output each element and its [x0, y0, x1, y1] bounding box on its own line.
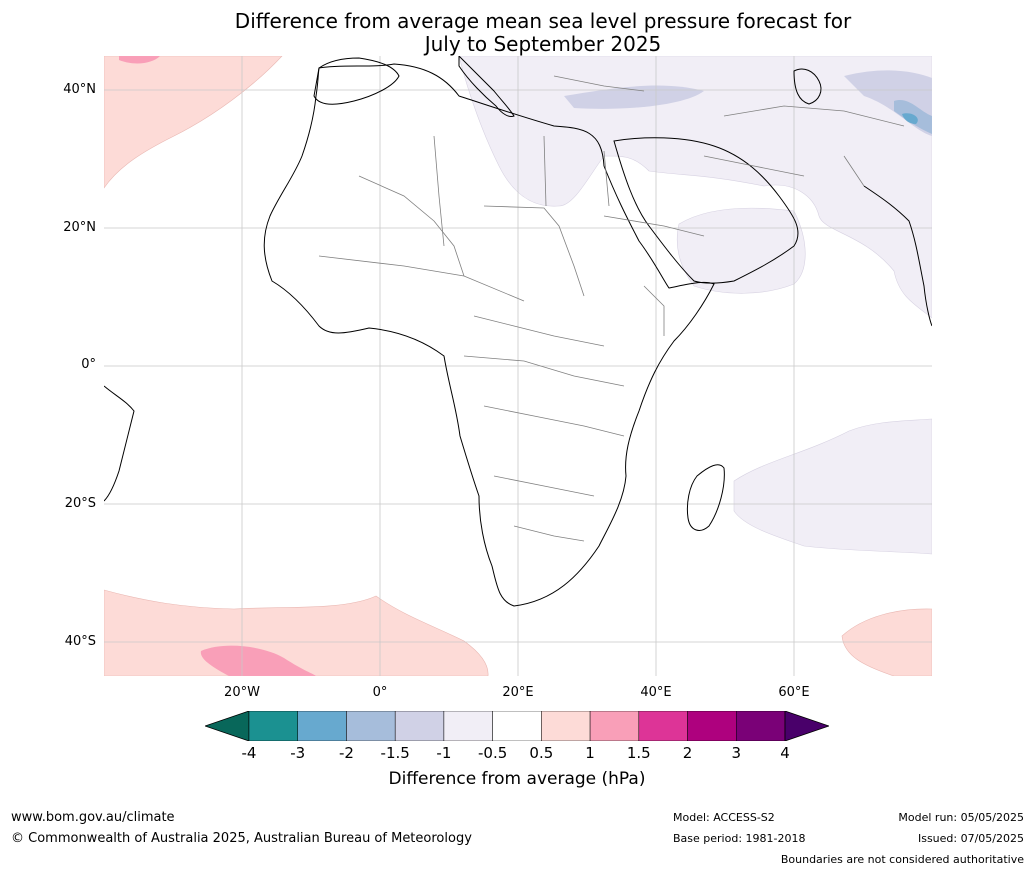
colorbar-extend-high	[784, 711, 829, 741]
landmasses	[104, 56, 932, 607]
colorbar-segment	[443, 711, 493, 741]
anomaly-south-indian-positive	[841, 608, 932, 676]
colorbar-segment	[248, 711, 298, 741]
colorbar-tick-label: -1.5	[380, 744, 410, 762]
colorbar-segment	[736, 711, 786, 741]
colorbar-segment	[687, 711, 737, 741]
lat-label-20n: 20°N	[63, 220, 96, 235]
italy-outline	[458, 56, 515, 117]
lon-label-40e: 40°E	[640, 685, 672, 700]
forecast-map	[104, 56, 932, 676]
anomaly-mediterranean-negative	[458, 56, 932, 319]
india-outline	[863, 185, 932, 327]
map-canvas	[104, 56, 932, 676]
colorbar-tick-label: 2	[682, 744, 693, 762]
lon-label-20w: 20°W	[224, 685, 260, 700]
iberia-outline	[313, 57, 400, 105]
footer-website: www.bom.gov.au/climate	[11, 810, 175, 825]
colorbar-segment	[541, 711, 591, 741]
colorbar-segments	[205, 711, 829, 741]
africa-outline	[263, 63, 715, 607]
lat-label-40s: 40°S	[64, 634, 96, 649]
anomaly-south-atlantic-positive	[104, 589, 489, 676]
footer-model-run: Model run: 05/05/2025	[898, 811, 1024, 824]
arabia-outline	[613, 137, 799, 284]
lon-label-20e: 20°E	[502, 685, 534, 700]
anomaly-arabia-negative	[676, 207, 806, 294]
colorbar-tick-label: -3	[290, 744, 306, 762]
lat-label-equator: 0°	[81, 357, 96, 372]
footer-issued: Issued: 07/05/2025	[917, 832, 1024, 845]
lon-label-60e: 60°E	[778, 685, 810, 700]
footer-model: Model: ACCESS-S2	[673, 811, 775, 824]
map-title: Difference from average mean sea level p…	[0, 10, 1035, 56]
colorbar-segment	[492, 711, 542, 741]
colorbar-tick-label: -2	[338, 744, 354, 762]
anomaly-turkey-core	[564, 85, 704, 109]
footer-base-period: Base period: 1981-2018	[673, 832, 806, 845]
colorbar-label: Difference from average (hPa)	[388, 769, 646, 789]
footer-disclaimer: Boundaries are not considered authoritat…	[780, 853, 1024, 866]
caspian-sea-outline	[793, 68, 822, 105]
colorbar-tick-label: 0.5	[529, 744, 554, 762]
colorbar-segment	[589, 711, 640, 741]
lat-label-40n: 40°N	[63, 82, 96, 97]
anomaly-north-atlantic-core	[119, 56, 160, 64]
colorbar-segment	[346, 711, 396, 741]
colorbar-segment	[394, 711, 445, 741]
anomaly-south-atlantic-core	[200, 645, 316, 676]
graticule	[104, 56, 932, 676]
colorbar-segment	[638, 711, 688, 741]
anomaly-iran-peak	[902, 113, 918, 124]
madagascar-outline	[686, 464, 725, 531]
colorbar	[205, 711, 829, 741]
title-line-1: Difference from average mean sea level p…	[234, 9, 852, 33]
lat-label-20s: 20°S	[64, 496, 96, 511]
colorbar-tick-label: -4	[241, 744, 257, 762]
title-line-2: July to September 2025	[424, 32, 662, 56]
colorbar-tick-label: 1.5	[626, 744, 651, 762]
colorbar-segment	[297, 711, 347, 741]
footer-copyright: © Commonwealth of Australia 2025, Austra…	[11, 831, 472, 846]
colorbar-tick-label: 3	[731, 744, 742, 762]
colorbar-tick-label: 1	[585, 744, 595, 762]
colorbar-extend-low	[205, 711, 250, 741]
colorbar-tick-label: -1	[436, 744, 452, 762]
anomaly-indian-ocean-negative	[733, 418, 932, 555]
anomaly-north-atlantic-positive	[104, 56, 283, 189]
country-borders	[318, 75, 905, 542]
colorbar-tick-label: -0.5	[477, 744, 508, 762]
colorbar-tick-label: 4	[780, 744, 790, 762]
lon-label-0: 0°	[372, 685, 388, 700]
south-america-outline	[104, 385, 135, 502]
